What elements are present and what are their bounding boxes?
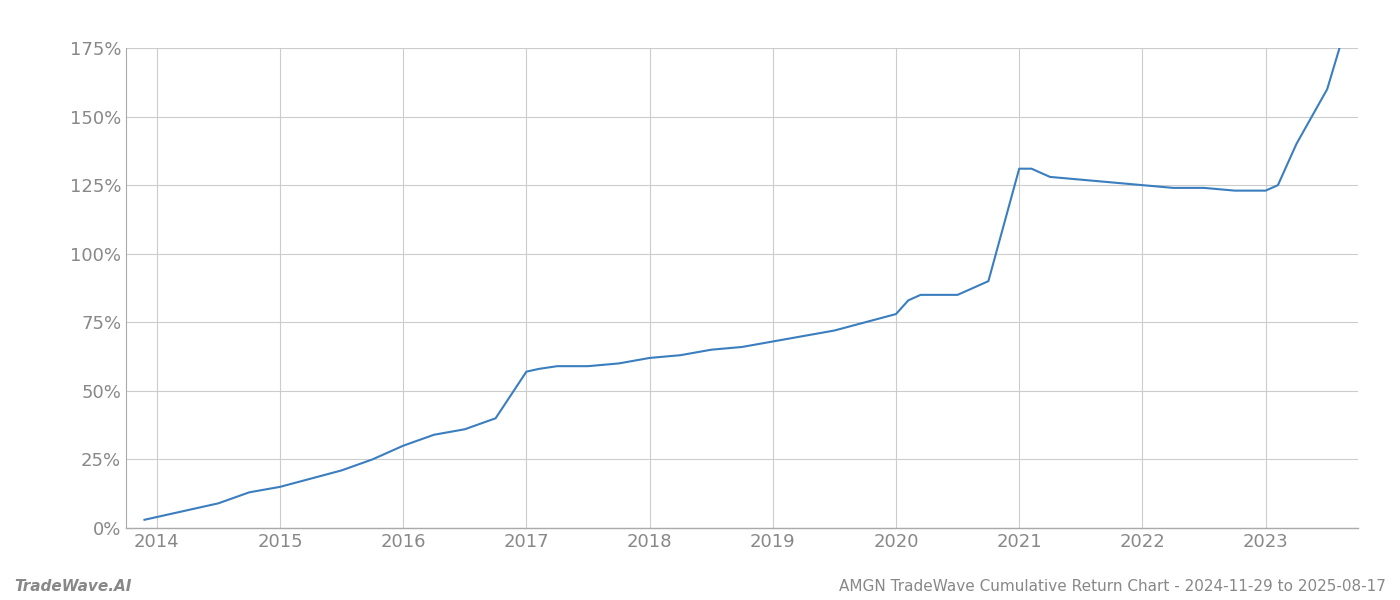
Text: TradeWave.AI: TradeWave.AI	[14, 579, 132, 594]
Text: AMGN TradeWave Cumulative Return Chart - 2024-11-29 to 2025-08-17: AMGN TradeWave Cumulative Return Chart -…	[839, 579, 1386, 594]
